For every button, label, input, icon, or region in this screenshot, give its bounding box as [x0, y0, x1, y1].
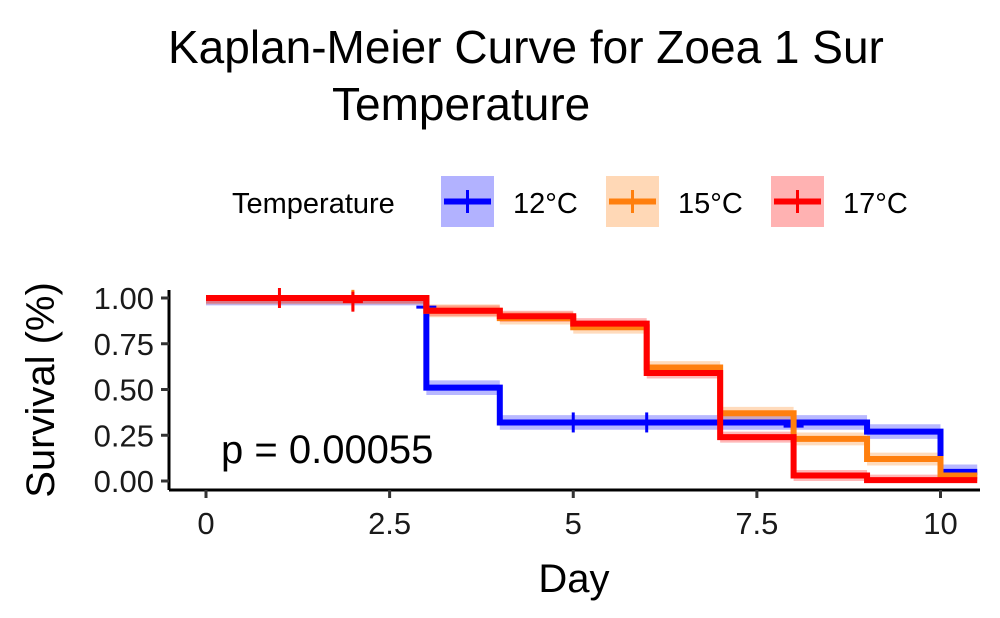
x-tick-label: 7.5: [735, 506, 778, 541]
plot-area: [206, 288, 978, 484]
y-tick-label: 0.25: [94, 418, 154, 453]
x-tick-label: 0: [197, 506, 214, 541]
legend-label: 17°C: [843, 188, 908, 220]
y-axis-title: Survival (%): [19, 282, 63, 498]
x-tick-label: 2.5: [368, 506, 411, 541]
legend-item-17c: 17°C: [771, 176, 908, 227]
x-tick-label: 5: [565, 506, 582, 541]
x-axis-title: Day: [538, 557, 609, 601]
legend-label: 12°C: [513, 188, 578, 220]
legend-title: Temperature: [232, 188, 395, 220]
censor-mark-12c: [636, 412, 657, 433]
legend-label: 15°C: [678, 188, 743, 220]
y-tick-label: 1.00: [94, 281, 154, 316]
survival-line-12c: [206, 295, 978, 475]
chart-title-line1: Kaplan-Meier Curve for Zoea 1 Sur: [168, 21, 884, 73]
y-axis-ticks: 0.00 0.25 0.50 0.75 1.00: [94, 281, 169, 499]
legend-item-15c: 15°C: [606, 176, 743, 227]
ci-band-15c: [206, 298, 978, 481]
censor-mark-12c: [563, 412, 584, 433]
censor-mark-17c: [342, 291, 363, 312]
legend: Temperature 12°C 15°C 17°C: [232, 176, 908, 227]
chart-title-line2: Temperature: [332, 78, 590, 130]
p-value-annotation: p = 0.00055: [221, 428, 433, 472]
y-tick-label: 0.50: [94, 373, 154, 408]
x-axis-ticks: 0 2.5 5 7.5 10: [197, 490, 958, 541]
survival-line-17c: [206, 295, 978, 484]
censor-mark-17c: [269, 288, 290, 308]
y-tick-label: 0.75: [94, 327, 154, 362]
x-tick-label: 10: [923, 506, 957, 541]
y-tick-label: 0.00: [94, 464, 154, 499]
legend-item-12c: 12°C: [441, 176, 578, 227]
